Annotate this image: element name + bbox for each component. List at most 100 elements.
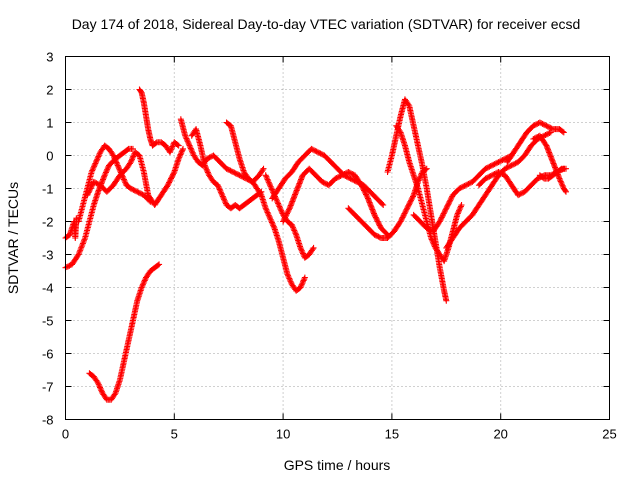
data-point [95, 153, 102, 160]
data-point [402, 207, 409, 214]
data-point [562, 188, 569, 195]
data-point [284, 210, 291, 217]
data-point [559, 128, 566, 135]
data-point [495, 159, 502, 166]
data-point [337, 172, 344, 179]
data-points [62, 86, 569, 403]
data-point [517, 190, 524, 197]
data-point [228, 168, 235, 175]
data-point [168, 146, 175, 153]
data-point [399, 214, 406, 221]
data-point [443, 297, 450, 304]
data-point [539, 120, 546, 127]
data-point [312, 147, 319, 154]
data-point [166, 149, 173, 156]
data-point [492, 170, 499, 177]
y-tick-label: 3 [46, 50, 53, 65]
data-point [140, 280, 147, 287]
data-point [375, 233, 382, 240]
data-point [129, 154, 136, 161]
data-point [483, 165, 490, 172]
data-point [88, 169, 95, 175]
data-point [375, 219, 382, 226]
data-point [110, 152, 117, 159]
data-point [275, 200, 282, 207]
data-point [402, 209, 409, 216]
data-point [102, 169, 109, 176]
data-point [236, 172, 243, 179]
series-trace-r [475, 165, 567, 199]
y-tick-label: -3 [42, 248, 54, 263]
data-point [507, 163, 514, 170]
data-point [217, 189, 224, 196]
data-point [270, 223, 277, 230]
data-point [403, 206, 410, 213]
data-point [319, 178, 326, 185]
data-point [186, 142, 193, 149]
data-point [263, 175, 270, 182]
data-point [178, 148, 185, 155]
data-point [546, 130, 553, 137]
data-point [264, 209, 271, 216]
data-point [371, 231, 378, 238]
data-point [216, 186, 223, 193]
data-point [112, 156, 119, 163]
data-point [87, 185, 94, 192]
data-point [519, 190, 526, 197]
data-point [558, 179, 565, 186]
data-point [267, 183, 274, 190]
series-trace-l [280, 165, 391, 238]
data-point [542, 141, 549, 148]
data-point [436, 218, 443, 225]
data-point [376, 222, 383, 229]
data-point [183, 135, 190, 142]
data-point [299, 250, 306, 257]
data-point [502, 165, 509, 172]
data-point [84, 192, 91, 199]
data-point [176, 154, 183, 161]
data-point [374, 217, 381, 224]
data-point [458, 184, 465, 191]
data-point [491, 170, 498, 177]
data-point [457, 203, 464, 210]
data-point [221, 197, 228, 204]
data-point [86, 186, 93, 193]
data-point [275, 202, 282, 208]
data-point [267, 216, 274, 223]
data-point [398, 217, 405, 224]
data-point [169, 171, 176, 178]
data-point [332, 175, 339, 182]
data-point [341, 170, 348, 177]
data-point [257, 190, 264, 197]
data-point [222, 199, 229, 206]
data-point [358, 182, 365, 189]
data-point [121, 177, 128, 184]
data-point [284, 271, 291, 278]
data-point [443, 205, 450, 212]
data-point [372, 214, 379, 221]
data-point [349, 170, 356, 177]
data-point [361, 188, 368, 195]
data-point [138, 190, 145, 197]
x-tick-label: 10 [276, 427, 290, 442]
data-point [558, 181, 565, 188]
data-point [267, 215, 274, 222]
data-point [460, 183, 467, 190]
data-point [98, 387, 105, 394]
data-point [284, 209, 291, 216]
data-point [165, 180, 172, 187]
data-point [156, 261, 163, 268]
data-point [500, 156, 507, 163]
data-point [113, 159, 120, 166]
data-point [346, 174, 353, 181]
data-point [380, 202, 387, 208]
x-axis-label: GPS time / hours [284, 457, 391, 473]
data-point [95, 381, 102, 388]
data-point [286, 276, 293, 283]
data-point [169, 172, 176, 179]
data-point [141, 277, 148, 284]
data-point [202, 163, 209, 170]
data-point [464, 181, 471, 188]
data-point [398, 215, 405, 222]
data-point [129, 186, 136, 193]
